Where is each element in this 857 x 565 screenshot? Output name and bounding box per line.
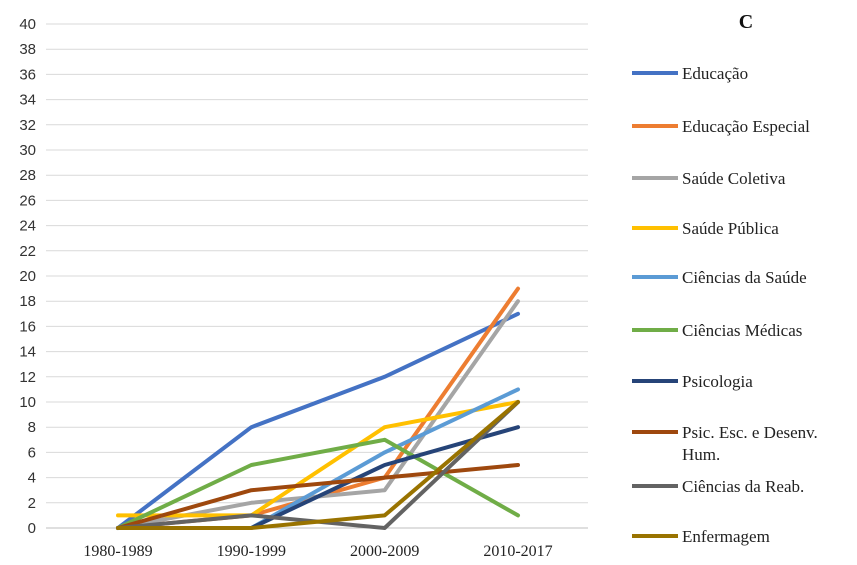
legend-label-1: Educação [682,64,748,83]
legend-label-7: Psicologia [682,372,753,391]
x-tick-label-1990-1999: 1990-1999 [217,543,286,560]
y-tick-label-36: 36 [19,66,36,83]
y-tick-label-12: 12 [19,369,36,386]
y-tick-label-24: 24 [19,218,36,235]
y-tick-label-2: 2 [28,495,36,512]
legend-label-6: Ciências Médicas [682,321,802,340]
legend-label-4: Saúde Pública [682,219,779,238]
y-tick-label-6: 6 [28,444,36,461]
gridlines [46,23,588,529]
x-tick-label-2010-2017: 2010-2017 [483,543,552,560]
legend: Educação Educação Especial Saúde Coletiva S… [632,64,818,546]
series-line-6 [116,437,520,530]
y-tick-label-4: 4 [28,470,36,487]
y-tick-label-40: 40 [19,16,36,33]
legend-label-5: Ciências da Saúde [682,268,807,287]
y-tick-label-20: 20 [19,268,36,285]
y-tick-label-8: 8 [28,419,36,436]
series-line-10 [116,400,520,530]
y-tick-label-14: 14 [19,344,36,361]
y-tick-label-18: 18 [19,293,36,310]
y-tick-label-10: 10 [19,394,36,411]
legend-label-3: Saúde Coletiva [682,169,786,188]
y-tick-label-32: 32 [19,117,36,134]
legend-label-2: Educação Especial [682,117,810,136]
x-tick-label-2000-2009: 2000-2009 [350,543,419,560]
y-tick-label-22: 22 [19,243,36,260]
series-line-1 [116,311,520,530]
series-line-4 [116,400,520,518]
y-tick-label-28: 28 [19,167,36,184]
y-tick-label-16: 16 [19,318,36,335]
x-tick-label-1980-1989: 1980-1989 [83,543,152,560]
y-tick-label-30: 30 [19,142,36,159]
legend-label-10: Enfermagem [682,527,770,546]
series-line-8 [116,463,520,530]
y-tick-label-0: 0 [28,520,36,537]
x-axis-ticks: 1980-1989 1990-1999 2000-2009 2010-2017 [83,543,552,560]
series-lines [116,286,520,530]
y-tick-label-38: 38 [19,41,36,58]
legend-label-8: Psic. Esc. e Desenv. Hum. [682,423,818,464]
y-tick-label-26: 26 [19,192,36,209]
y-tick-label-34: 34 [19,92,36,109]
panel-label: C [739,11,753,33]
legend-label-9: Ciências da Reab. [682,477,804,496]
